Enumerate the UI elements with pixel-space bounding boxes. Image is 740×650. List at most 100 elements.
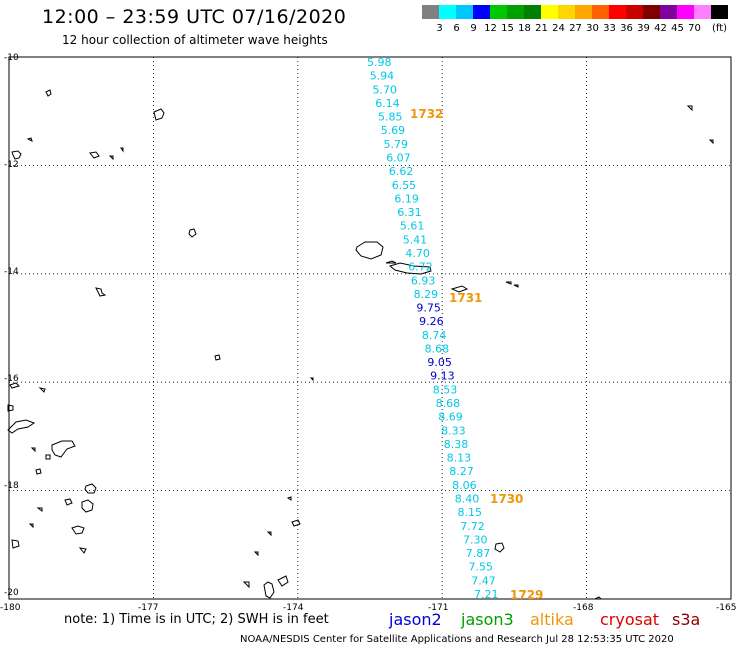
legend-swatch xyxy=(626,5,643,19)
legend-label: 45 xyxy=(671,23,684,34)
map-subtitle: 12 hour collection of altimeter wave hei… xyxy=(62,33,328,47)
legend-swatch xyxy=(643,5,660,19)
map-title: 12:00 – 23:59 UTC 07/16/2020 xyxy=(42,6,347,28)
legend-label: 12 xyxy=(484,23,497,34)
wave-height-label: 9.26 xyxy=(419,315,444,328)
legend-swatch xyxy=(609,5,626,19)
time-label: 1730 xyxy=(490,492,523,506)
legend-swatch xyxy=(592,5,609,19)
legend-swatch xyxy=(507,5,524,19)
legend-unit: (ft) xyxy=(712,23,728,34)
satellite-altika: altika xyxy=(530,610,574,629)
legend-label: 3 xyxy=(436,23,443,34)
wave-height-label: 6.72 xyxy=(408,261,433,274)
wave-height-label: 5.41 xyxy=(403,233,428,246)
wave-height-label: 8.69 xyxy=(438,411,463,424)
wave-height-label: 8.68 xyxy=(436,397,461,410)
lat-label: -12 xyxy=(4,160,19,170)
legend-label: 27 xyxy=(569,23,582,34)
wave-height-label: 7.72 xyxy=(460,520,485,533)
legend-swatch xyxy=(490,5,507,19)
time-label: 1731 xyxy=(449,291,482,305)
lon-label: -168 xyxy=(573,603,594,613)
wave-height-label: 8.68 xyxy=(425,343,450,356)
legend-swatch xyxy=(575,5,592,19)
legend-label: 70 xyxy=(688,23,701,34)
wave-height-label: 8.27 xyxy=(449,465,474,478)
lon-label: -174 xyxy=(283,603,304,613)
legend-swatch xyxy=(422,5,439,19)
wave-height-label: 6.62 xyxy=(389,165,414,178)
wave-height-label: 8.13 xyxy=(447,452,472,465)
wave-height-label: 7.87 xyxy=(466,547,491,560)
legend-label: 24 xyxy=(552,23,565,34)
wave-height-label: 8.40 xyxy=(455,493,480,506)
legend-label: 15 xyxy=(501,23,514,34)
time-label: 1729 xyxy=(510,588,543,602)
legend-swatch xyxy=(677,5,694,19)
wave-height-label: 7.47 xyxy=(471,574,496,587)
wave-height-label: 7.21 xyxy=(474,588,499,601)
wave-height-label: 5.70 xyxy=(373,83,398,96)
wave-height-label: 5.98 xyxy=(367,56,392,69)
footer-note: note: 1) Time is in UTC; 2) SWH is in fe… xyxy=(64,612,329,627)
wave-height-label: 6.07 xyxy=(386,152,411,165)
legend-swatch xyxy=(439,5,456,19)
wave-height-label: 8.38 xyxy=(444,438,469,451)
satellite-jason2: jason2 xyxy=(389,610,442,629)
wave-height-label: 6.31 xyxy=(397,206,422,219)
time-label: 1732 xyxy=(410,107,443,121)
grid-lines xyxy=(9,57,731,599)
legend-swatch xyxy=(456,5,473,19)
wave-height-label: 4.70 xyxy=(405,247,430,260)
lat-label: -20 xyxy=(4,588,19,598)
legend-label: 39 xyxy=(637,23,650,34)
coastlines xyxy=(7,89,714,600)
lat-label: -18 xyxy=(4,481,19,491)
map-frame xyxy=(8,56,732,600)
lon-label: -180 xyxy=(0,603,21,613)
footer-credit: NOAA/NESDIS Center for Satellite Applica… xyxy=(240,634,674,645)
legend-swatch xyxy=(711,5,728,19)
legend-label: 18 xyxy=(518,23,531,34)
lon-label: -177 xyxy=(138,603,159,613)
lon-label: -165 xyxy=(716,603,737,613)
satellite-cryosat: cryosat xyxy=(600,610,660,629)
wave-height-label: 6.93 xyxy=(411,274,436,287)
wave-height-label: 5.85 xyxy=(378,111,403,124)
wave-height-label: 8.06 xyxy=(452,479,477,492)
wave-height-label: 8.15 xyxy=(458,506,483,519)
legend-label: 33 xyxy=(603,23,616,34)
lat-label: -16 xyxy=(4,374,19,384)
wave-height-label: 8.33 xyxy=(441,424,466,437)
satellite-jason3: jason3 xyxy=(461,610,514,629)
legend-label: 30 xyxy=(586,23,599,34)
wave-height-label: 8.74 xyxy=(422,329,447,342)
wave-height-label: 8.53 xyxy=(433,383,458,396)
lon-label: -171 xyxy=(428,603,449,613)
legend-swatch xyxy=(660,5,677,19)
legend-label: 9 xyxy=(470,23,477,34)
wave-height-label: 6.14 xyxy=(375,97,400,110)
legend-label: 21 xyxy=(535,23,548,34)
wave-height-label: 9.13 xyxy=(430,370,455,383)
wave-height-label: 7.30 xyxy=(463,533,488,546)
legend-label: 42 xyxy=(654,23,667,34)
wave-height-label: 9.75 xyxy=(416,302,441,315)
legend-swatch xyxy=(694,5,711,19)
wave-height-track: 5.985.945.706.145.855.695.796.076.626.55… xyxy=(367,56,499,601)
legend-swatch xyxy=(541,5,558,19)
wave-height-label: 5.79 xyxy=(384,138,409,151)
wave-height-label: 7.55 xyxy=(469,561,494,574)
lat-label: -14 xyxy=(4,267,19,277)
wave-height-label: 9.05 xyxy=(427,356,452,369)
legend-label: 6 xyxy=(453,23,460,34)
track-time-labels: 1732 1731 1730 1729 xyxy=(410,107,543,602)
wave-height-label: 5.61 xyxy=(400,220,425,233)
legend-swatch xyxy=(558,5,575,19)
satellite-s3a: s3a xyxy=(672,610,701,629)
wave-height-label: 8.29 xyxy=(414,288,439,301)
wave-height-label: 5.94 xyxy=(370,70,395,83)
wave-height-label: 6.19 xyxy=(394,192,419,205)
